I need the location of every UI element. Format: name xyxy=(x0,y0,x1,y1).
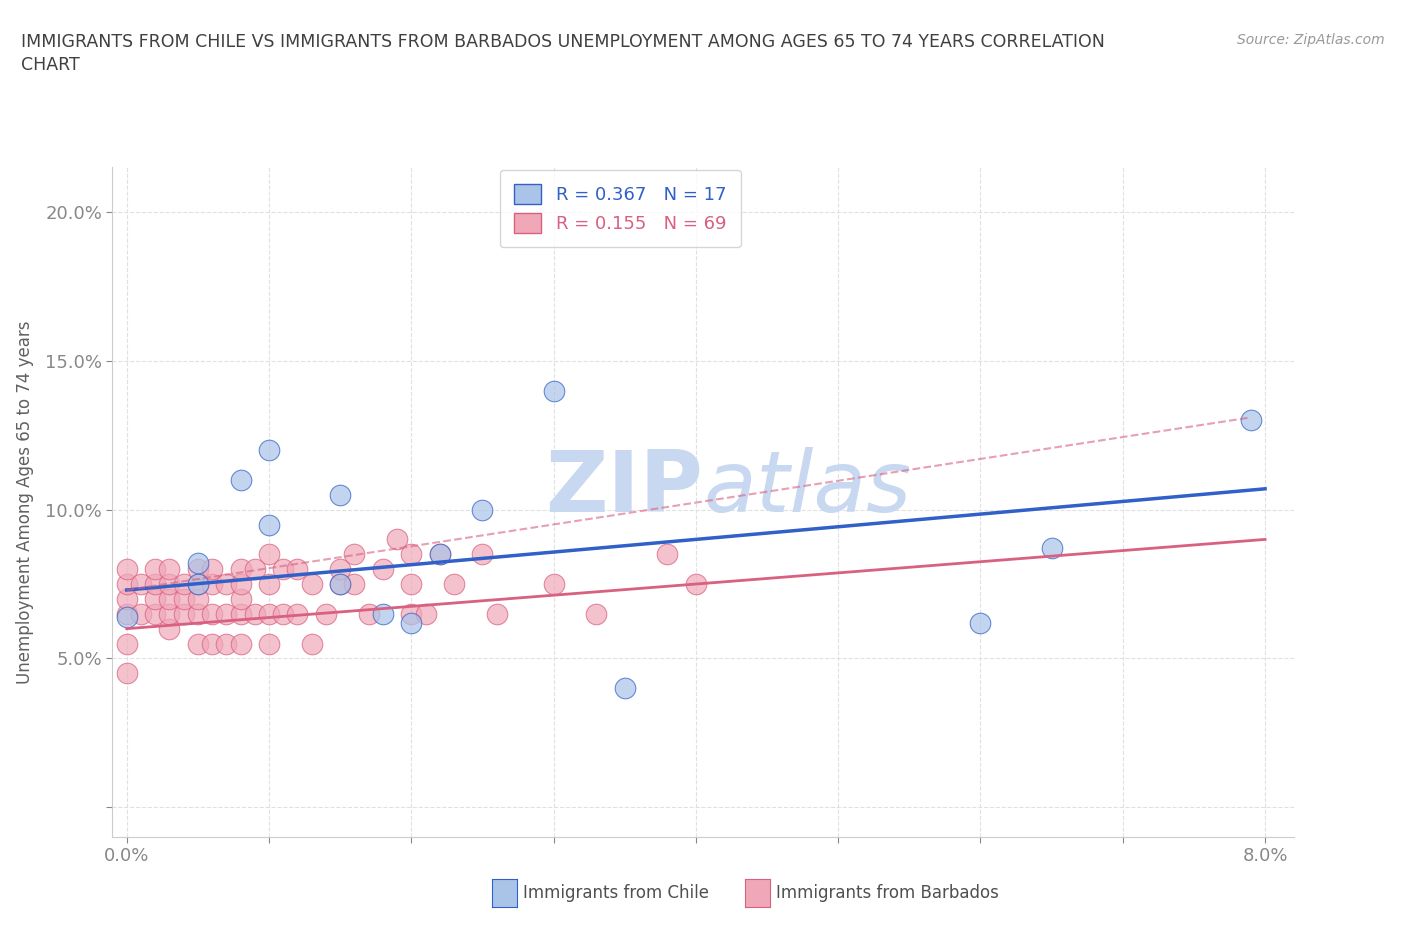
Point xyxy=(429,547,451,562)
Point xyxy=(201,562,224,577)
Point xyxy=(187,606,209,621)
Point xyxy=(129,577,152,591)
Point xyxy=(115,666,138,681)
Point xyxy=(969,616,991,631)
Point xyxy=(271,606,294,621)
Point xyxy=(157,562,180,577)
Point xyxy=(115,636,138,651)
Point xyxy=(401,577,423,591)
Point xyxy=(115,606,138,621)
Point xyxy=(257,443,280,458)
Point xyxy=(257,577,280,591)
Point xyxy=(243,606,266,621)
Point xyxy=(187,636,209,651)
Point xyxy=(329,487,352,502)
Point xyxy=(187,577,209,591)
Point xyxy=(485,606,508,621)
Point xyxy=(143,606,166,621)
Point xyxy=(229,577,252,591)
Point xyxy=(215,577,238,591)
Y-axis label: Unemployment Among Ages 65 to 74 years: Unemployment Among Ages 65 to 74 years xyxy=(15,321,34,684)
Point xyxy=(287,606,309,621)
Point xyxy=(187,562,209,577)
Point xyxy=(201,636,224,651)
Text: Source: ZipAtlas.com: Source: ZipAtlas.com xyxy=(1237,33,1385,46)
Point xyxy=(173,577,195,591)
Point xyxy=(157,621,180,636)
Point xyxy=(543,577,565,591)
Point xyxy=(329,577,352,591)
Point xyxy=(329,577,352,591)
Point xyxy=(301,636,323,651)
Point xyxy=(287,562,309,577)
Point xyxy=(173,591,195,606)
Point xyxy=(157,577,180,591)
Text: IMMIGRANTS FROM CHILE VS IMMIGRANTS FROM BARBADOS UNEMPLOYMENT AMONG AGES 65 TO : IMMIGRANTS FROM CHILE VS IMMIGRANTS FROM… xyxy=(21,33,1105,50)
Point xyxy=(229,472,252,487)
Point xyxy=(201,577,224,591)
Point xyxy=(1240,413,1263,428)
Point xyxy=(329,562,352,577)
Point xyxy=(371,606,394,621)
Point xyxy=(143,577,166,591)
Point xyxy=(471,547,494,562)
Point xyxy=(243,562,266,577)
Point xyxy=(201,606,224,621)
Text: Immigrants from Barbados: Immigrants from Barbados xyxy=(776,884,1000,902)
Point xyxy=(1040,541,1063,556)
Text: Immigrants from Chile: Immigrants from Chile xyxy=(523,884,709,902)
Point xyxy=(257,606,280,621)
Point xyxy=(187,577,209,591)
Point xyxy=(543,383,565,398)
Point xyxy=(173,606,195,621)
Point xyxy=(143,562,166,577)
Point xyxy=(415,606,437,621)
Point xyxy=(229,606,252,621)
Point xyxy=(371,562,394,577)
Point xyxy=(257,547,280,562)
Point xyxy=(157,606,180,621)
Point xyxy=(187,556,209,571)
Legend: R = 0.367   N = 17, R = 0.155   N = 69: R = 0.367 N = 17, R = 0.155 N = 69 xyxy=(501,170,741,247)
Point xyxy=(401,547,423,562)
Point xyxy=(215,606,238,621)
Point xyxy=(315,606,337,621)
Point xyxy=(429,547,451,562)
Point xyxy=(115,562,138,577)
Text: ZIP: ZIP xyxy=(546,447,703,530)
Point xyxy=(215,636,238,651)
Point xyxy=(357,606,380,621)
Point xyxy=(343,577,366,591)
Point xyxy=(229,636,252,651)
Point xyxy=(187,591,209,606)
Point xyxy=(257,517,280,532)
Point xyxy=(257,636,280,651)
Point xyxy=(471,502,494,517)
Point xyxy=(385,532,408,547)
Point xyxy=(685,577,707,591)
Point xyxy=(157,591,180,606)
Point xyxy=(301,577,323,591)
Point xyxy=(401,606,423,621)
Point xyxy=(657,547,679,562)
Point xyxy=(229,562,252,577)
Point xyxy=(143,591,166,606)
Text: CHART: CHART xyxy=(21,56,80,73)
Point xyxy=(401,616,423,631)
Point xyxy=(115,609,138,624)
Point xyxy=(115,591,138,606)
Point xyxy=(613,681,636,696)
Point xyxy=(229,591,252,606)
Point xyxy=(443,577,465,591)
Point xyxy=(585,606,607,621)
Point xyxy=(343,547,366,562)
Point xyxy=(129,606,152,621)
Point xyxy=(115,577,138,591)
Text: atlas: atlas xyxy=(703,447,911,530)
Point xyxy=(271,562,294,577)
